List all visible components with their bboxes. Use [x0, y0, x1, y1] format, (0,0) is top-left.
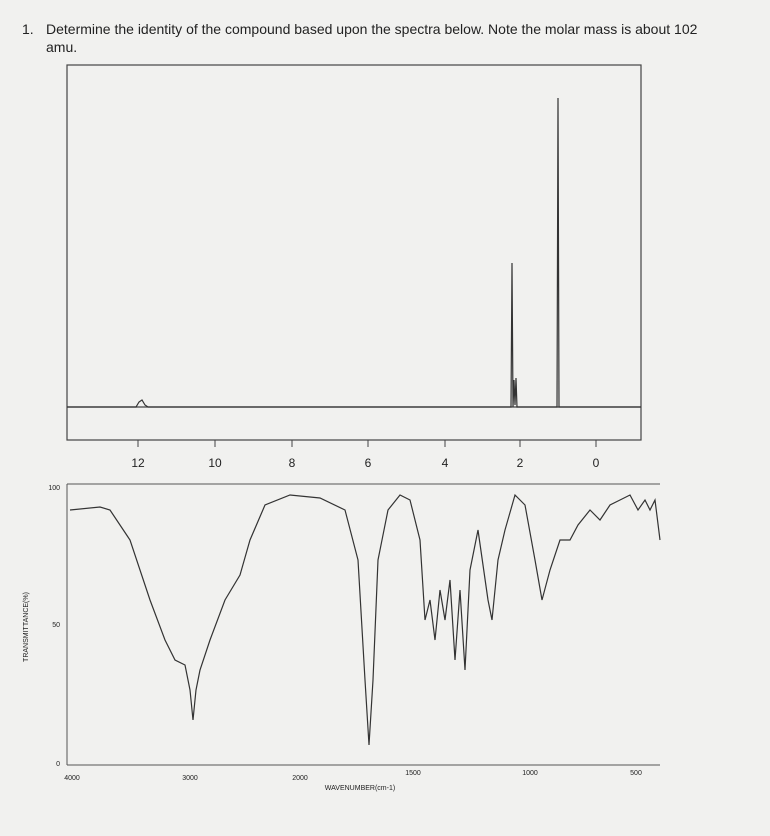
ir-y-tick-label: 50	[52, 622, 60, 629]
ir-y-tick-label: 0	[56, 761, 60, 768]
nmr-tick-label: 10	[208, 456, 222, 470]
nmr-ticks	[137, 440, 597, 447]
nmr-tick-label: 4	[442, 456, 449, 470]
ir-trace	[69, 493, 661, 746]
nmr-tick-label: 6	[365, 456, 372, 470]
nmr-tick-label: 0	[593, 456, 600, 470]
ir-x-title: WAVENUMBER(cm-1)	[325, 785, 395, 792]
nmr-frame	[66, 64, 642, 441]
ir-x-tick-label: 1500	[405, 770, 421, 777]
ir-x-tick-label: 2000	[292, 775, 308, 782]
ir-x-tick-label: 3000	[182, 775, 198, 782]
ir-x-tick-label: 500	[630, 770, 642, 777]
ir-x-tick-label: 1000	[522, 770, 538, 777]
ir-y-tick-label: 100	[48, 485, 60, 492]
question-number: 1.	[22, 21, 34, 37]
question-text: Determine the identity of the compound b…	[46, 21, 698, 37]
ir-y-title: TRANSMITTANCE(%)	[23, 592, 30, 662]
nmr-tick-label: 2	[517, 456, 524, 470]
nmr-tick-label: 8	[289, 456, 296, 470]
nmr-trace	[67, 97, 641, 408]
ir-x-tick-label: 4000	[64, 775, 80, 782]
question-text: amu.	[46, 39, 77, 55]
nmr-tick-label: 12	[131, 456, 145, 470]
